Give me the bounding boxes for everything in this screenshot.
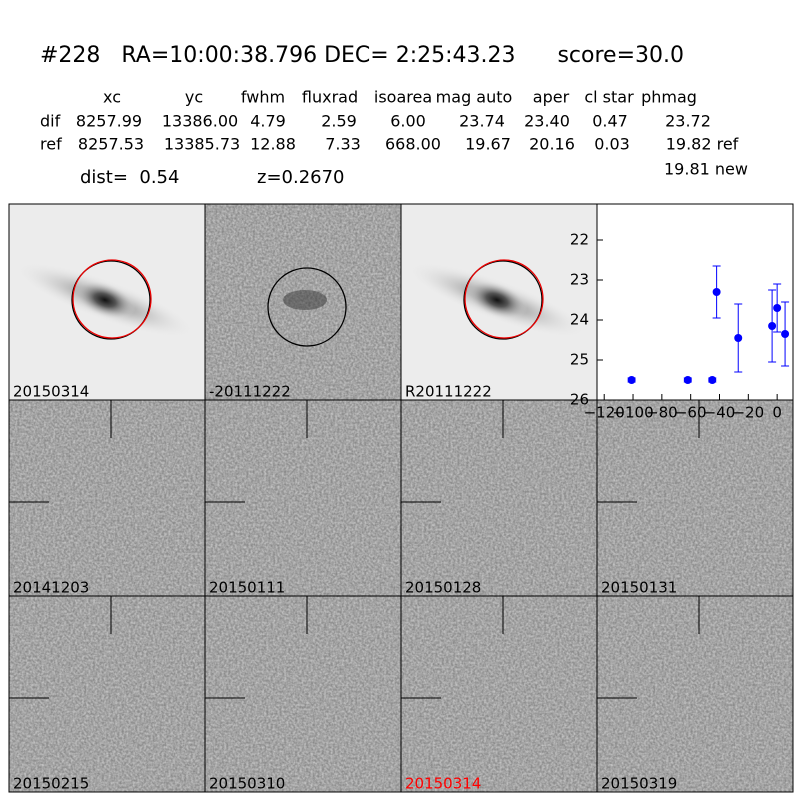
point bbox=[683, 376, 692, 384]
galaxy bbox=[466, 280, 528, 320]
column-header: cl star bbox=[584, 88, 634, 107]
aperture-red bbox=[464, 259, 544, 339]
panel-label: 20150111 bbox=[209, 579, 285, 597]
table-cell: 23.72 bbox=[665, 112, 711, 131]
y-tick-label: 24 bbox=[570, 311, 589, 329]
plot-border bbox=[596, 203, 794, 401]
table-cell: 0.03 bbox=[594, 135, 630, 154]
table-cell: 2.59 bbox=[321, 112, 357, 131]
table-cell: 8257.99 bbox=[76, 112, 142, 131]
x-tick-label: −120 bbox=[584, 404, 625, 422]
image-panel: 20150310 bbox=[204, 595, 402, 793]
point bbox=[773, 304, 782, 312]
extra-value: 19.81 new bbox=[664, 160, 748, 179]
panel-border bbox=[596, 595, 794, 793]
aperture bbox=[71, 260, 151, 340]
image-panel: -20111222 bbox=[204, 203, 402, 401]
image-panel: 20150314 bbox=[8, 203, 206, 401]
table-cell: 23.40 bbox=[524, 112, 570, 131]
y-tick-label: 25 bbox=[570, 351, 589, 369]
galaxy bbox=[74, 280, 136, 320]
point bbox=[708, 376, 717, 384]
x-tick-label: 0 bbox=[772, 404, 782, 422]
panel-label: 20150319 bbox=[601, 775, 677, 793]
x-tick-label: −80 bbox=[646, 404, 678, 422]
y-tick-label: 26 bbox=[570, 391, 589, 409]
noise bbox=[401, 596, 597, 792]
noise bbox=[597, 400, 793, 596]
row-label: ref bbox=[40, 135, 62, 154]
table-cell: 13386.00 bbox=[162, 112, 238, 131]
image-panel: 20150111 bbox=[204, 399, 402, 597]
dist: dist= 0.54 bbox=[80, 167, 179, 188]
point bbox=[768, 322, 777, 330]
image-panel: 20150314 bbox=[400, 595, 598, 793]
aperture bbox=[463, 260, 543, 340]
column-header: fwhm bbox=[241, 88, 285, 107]
noise bbox=[597, 596, 793, 792]
panel-label: 20150215 bbox=[13, 775, 89, 793]
point bbox=[627, 376, 636, 384]
x-tick-label: −60 bbox=[675, 404, 707, 422]
point bbox=[712, 288, 721, 296]
column-header: aper bbox=[533, 88, 570, 107]
point bbox=[734, 334, 743, 342]
column-header: phmag bbox=[641, 88, 697, 107]
column-header: yc bbox=[185, 88, 203, 107]
panel-label: 20150131 bbox=[601, 579, 677, 597]
plot-bg bbox=[597, 204, 793, 400]
y-tick-label: 22 bbox=[570, 231, 589, 249]
panel-label: 20150310 bbox=[209, 775, 285, 793]
table-cell: 12.88 bbox=[250, 135, 296, 154]
table-cell: 23.74 bbox=[459, 112, 505, 131]
image-panel: 20141203 bbox=[8, 399, 206, 597]
panel-label: -20111222 bbox=[209, 383, 291, 401]
row-label: dif bbox=[40, 112, 61, 131]
table-cell: 13385.73 bbox=[164, 135, 240, 154]
residual bbox=[283, 290, 327, 310]
table-cell: 0.47 bbox=[592, 112, 628, 131]
panel-label: R20111222 bbox=[405, 383, 492, 401]
x-tick-label: −100 bbox=[612, 404, 653, 422]
table-cell: 19.67 bbox=[465, 135, 511, 154]
image-panel: 20150215 bbox=[8, 595, 206, 793]
table-cell: 20.16 bbox=[529, 135, 575, 154]
noise bbox=[205, 596, 401, 792]
noise bbox=[9, 596, 205, 792]
noise bbox=[205, 400, 401, 596]
y-tick-label: 23 bbox=[570, 271, 589, 289]
column-header: fluxrad bbox=[302, 88, 358, 107]
image-panel: R20111222 bbox=[400, 203, 598, 401]
image-panel: 20150319 bbox=[596, 595, 794, 793]
table-cell: 668.00 bbox=[385, 135, 441, 154]
noise bbox=[9, 400, 205, 596]
column-header: xc bbox=[103, 88, 121, 107]
column-header: mag auto bbox=[436, 88, 513, 107]
table-cell: 4.79 bbox=[250, 112, 286, 131]
table-cell: 7.33 bbox=[325, 135, 361, 154]
x-tick-label: −40 bbox=[704, 404, 736, 422]
table-cell: 8257.53 bbox=[78, 135, 144, 154]
aperture bbox=[267, 267, 347, 347]
panel-label: 20150314 bbox=[13, 383, 89, 401]
panel-label: 20141203 bbox=[13, 579, 89, 597]
x-tick-label: −20 bbox=[732, 404, 764, 422]
table-cell: 6.00 bbox=[390, 112, 426, 131]
image-panel: 20150131 bbox=[596, 399, 794, 597]
column-header: isoarea bbox=[374, 88, 432, 107]
title: #228 RA=10:00:38.796 DEC= 2:25:43.23 sco… bbox=[40, 43, 684, 68]
table-cell: 19.82 ref bbox=[666, 135, 739, 154]
panel-label: 20150314 bbox=[405, 775, 481, 793]
image-panel: 20150128 bbox=[400, 399, 598, 597]
redshift: z=0.2670 bbox=[257, 167, 345, 188]
point bbox=[781, 330, 790, 338]
panel-label: 20150128 bbox=[405, 579, 481, 597]
noise bbox=[401, 400, 597, 596]
aperture-red bbox=[72, 259, 152, 339]
